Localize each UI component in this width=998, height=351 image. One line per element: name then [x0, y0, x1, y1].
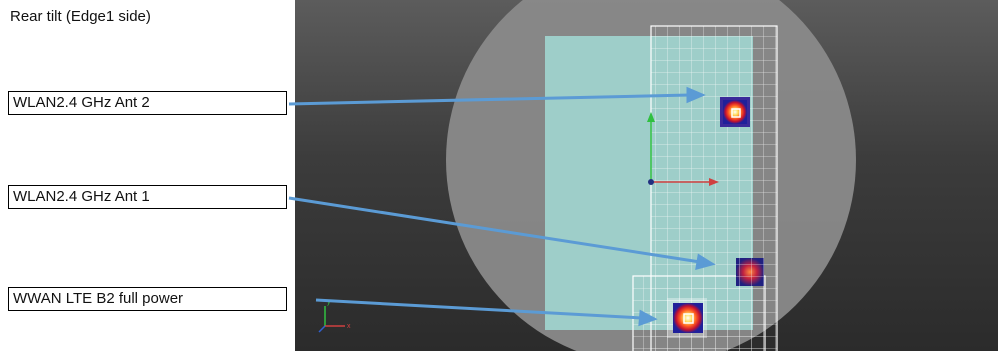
- hotspot-ant2: [720, 97, 750, 127]
- label-wlan-ant1: WLAN2.4 GHz Ant 1: [8, 185, 287, 209]
- hotspot-ant1: [736, 258, 764, 286]
- svg-text:y: y: [327, 299, 331, 306]
- svg-text:x: x: [347, 323, 351, 330]
- axis-gizmo-center: [647, 112, 719, 186]
- sar-scan-viewport: y x: [295, 0, 998, 351]
- label-wlan-ant2: WLAN2.4 GHz Ant 2: [8, 91, 287, 115]
- hotspot-wwan: [667, 298, 707, 338]
- scan-scene: y x: [318, 0, 856, 351]
- figure-title: Rear tilt (Edge1 side): [10, 8, 151, 25]
- axis-gizmo-corner: y x: [318, 299, 351, 333]
- area-scan-border: [650, 25, 778, 351]
- label-wwan-lte-b2: WWAN LTE B2 full power: [8, 287, 287, 311]
